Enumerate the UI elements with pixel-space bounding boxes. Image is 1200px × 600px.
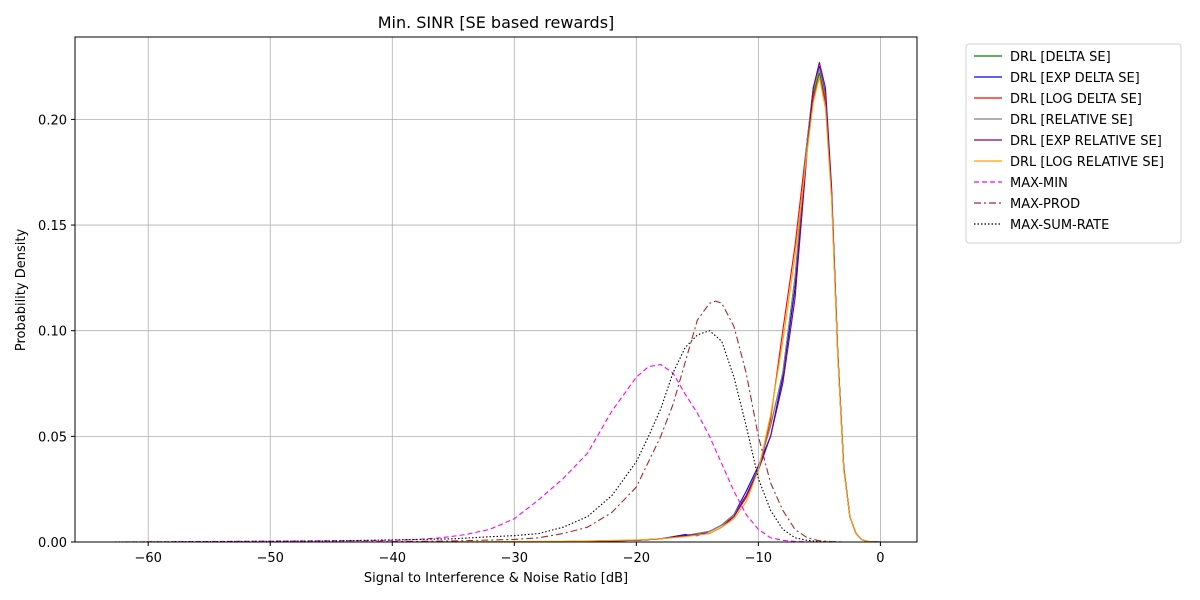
series-line-5	[392, 76, 881, 543]
legend-box	[965, 43, 1182, 244]
legend-label: MAX-SUM-RATE	[1010, 218, 1109, 233]
x-tick-label: 0	[876, 551, 884, 566]
y-tick-label: 0.10	[38, 325, 67, 340]
x-axis-ticks: −60 −50 −40 −30 −20 −10 0	[134, 542, 885, 566]
x-tick-label: −60	[134, 551, 161, 566]
y-tick-label: 0.15	[38, 219, 67, 234]
series-line-8	[111, 330, 844, 543]
chart-title: Min. SINR [SE based rewards]	[378, 13, 615, 32]
series-line-6	[123, 363, 832, 543]
legend-label: DRL [DELTA SE]	[1010, 50, 1111, 65]
y-tick-label: 0.00	[38, 536, 67, 551]
x-axis-label: Signal to Interference & Noise Ratio [dB…	[364, 571, 628, 586]
legend-label: DRL [LOG RELATIVE SE]	[1010, 155, 1164, 170]
legend: DRL [DELTA SE] DRL [EXP DELTA SE] DRL [LOG…	[965, 43, 1182, 244]
x-tick-label: −50	[257, 551, 284, 566]
legend-label: DRL [RELATIVE SE]	[1010, 113, 1133, 128]
x-tick-label: −10	[745, 551, 772, 566]
y-tick-label: 0.05	[38, 430, 67, 445]
y-axis-label: Probability Density	[14, 229, 29, 352]
x-tick-label: −20	[623, 551, 650, 566]
x-tick-label: −30	[501, 551, 528, 566]
legend-label: MAX-PROD	[1010, 197, 1080, 212]
grid	[75, 37, 917, 543]
legend-label: DRL [EXP RELATIVE SE]	[1010, 134, 1162, 149]
plot-lines	[111, 61, 881, 543]
legend-label: DRL [LOG DELTA SE]	[1010, 92, 1142, 107]
plot-frame	[74, 36, 918, 543]
legend-label: MAX-MIN	[1010, 176, 1068, 191]
series-line-7	[331, 300, 844, 543]
legend-label: DRL [EXP DELTA SE]	[1010, 71, 1140, 86]
y-tick-label: 0.20	[38, 113, 67, 128]
y-axis-ticks: 0.00 0.05 0.10 0.15 0.20	[38, 113, 75, 551]
x-tick-label: −40	[379, 551, 406, 566]
